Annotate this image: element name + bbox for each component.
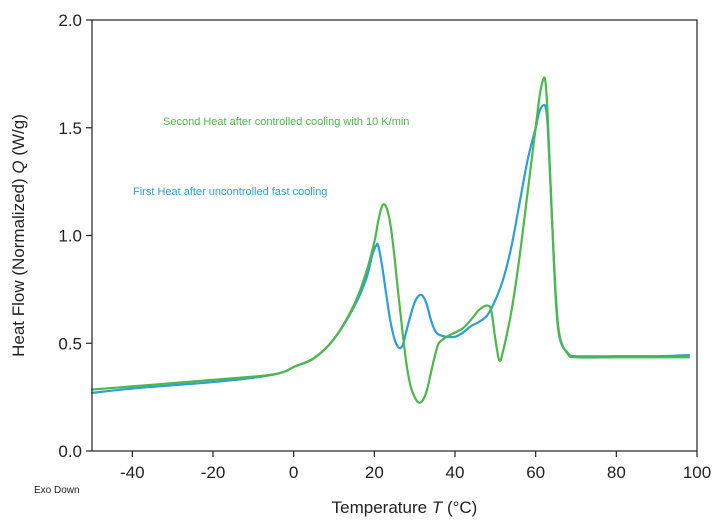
- x-tick-label: 60: [526, 463, 545, 482]
- y-tick-label: 0.5: [58, 334, 82, 353]
- plot-frame: [91, 19, 698, 452]
- y-tick-label: 1.5: [58, 119, 82, 138]
- x-tick-label: 80: [607, 463, 626, 482]
- x-tick-label: -20: [201, 463, 226, 482]
- y-tick-label: 0.0: [58, 442, 82, 461]
- x-axis-label: Temperature T (°C): [332, 498, 478, 517]
- y-tick-label: 1.0: [58, 227, 82, 246]
- series-layer: [90, 76, 691, 404]
- x-tick-label: 0: [289, 463, 298, 482]
- second-heat-line: [90, 76, 691, 404]
- first-heat-line: [90, 103, 691, 394]
- x-tick-label: 40: [446, 463, 465, 482]
- first-heat-label: First Heat after uncontrolled fast cooli…: [133, 186, 327, 198]
- y-tick-label: 2.0: [58, 11, 82, 30]
- y-axis-label: Heat Flow (Normalized) Q (W/g): [9, 114, 28, 357]
- x-tick-label: -40: [120, 463, 145, 482]
- x-tick-label: 100: [683, 463, 711, 482]
- axes-layer: -40 -20 0 20 40 60 80 100 0.0 0.5 1.0 1.5 2.0 Tempera…: [9, 11, 711, 517]
- annotation-layer: Exo Down Second Heat after controlled coo…: [34, 116, 409, 496]
- exo-down-note: Exo Down: [34, 485, 80, 496]
- x-tick-label: 20: [365, 463, 384, 482]
- second-heat-label: Second Heat after controlled cooling wit…: [163, 116, 409, 128]
